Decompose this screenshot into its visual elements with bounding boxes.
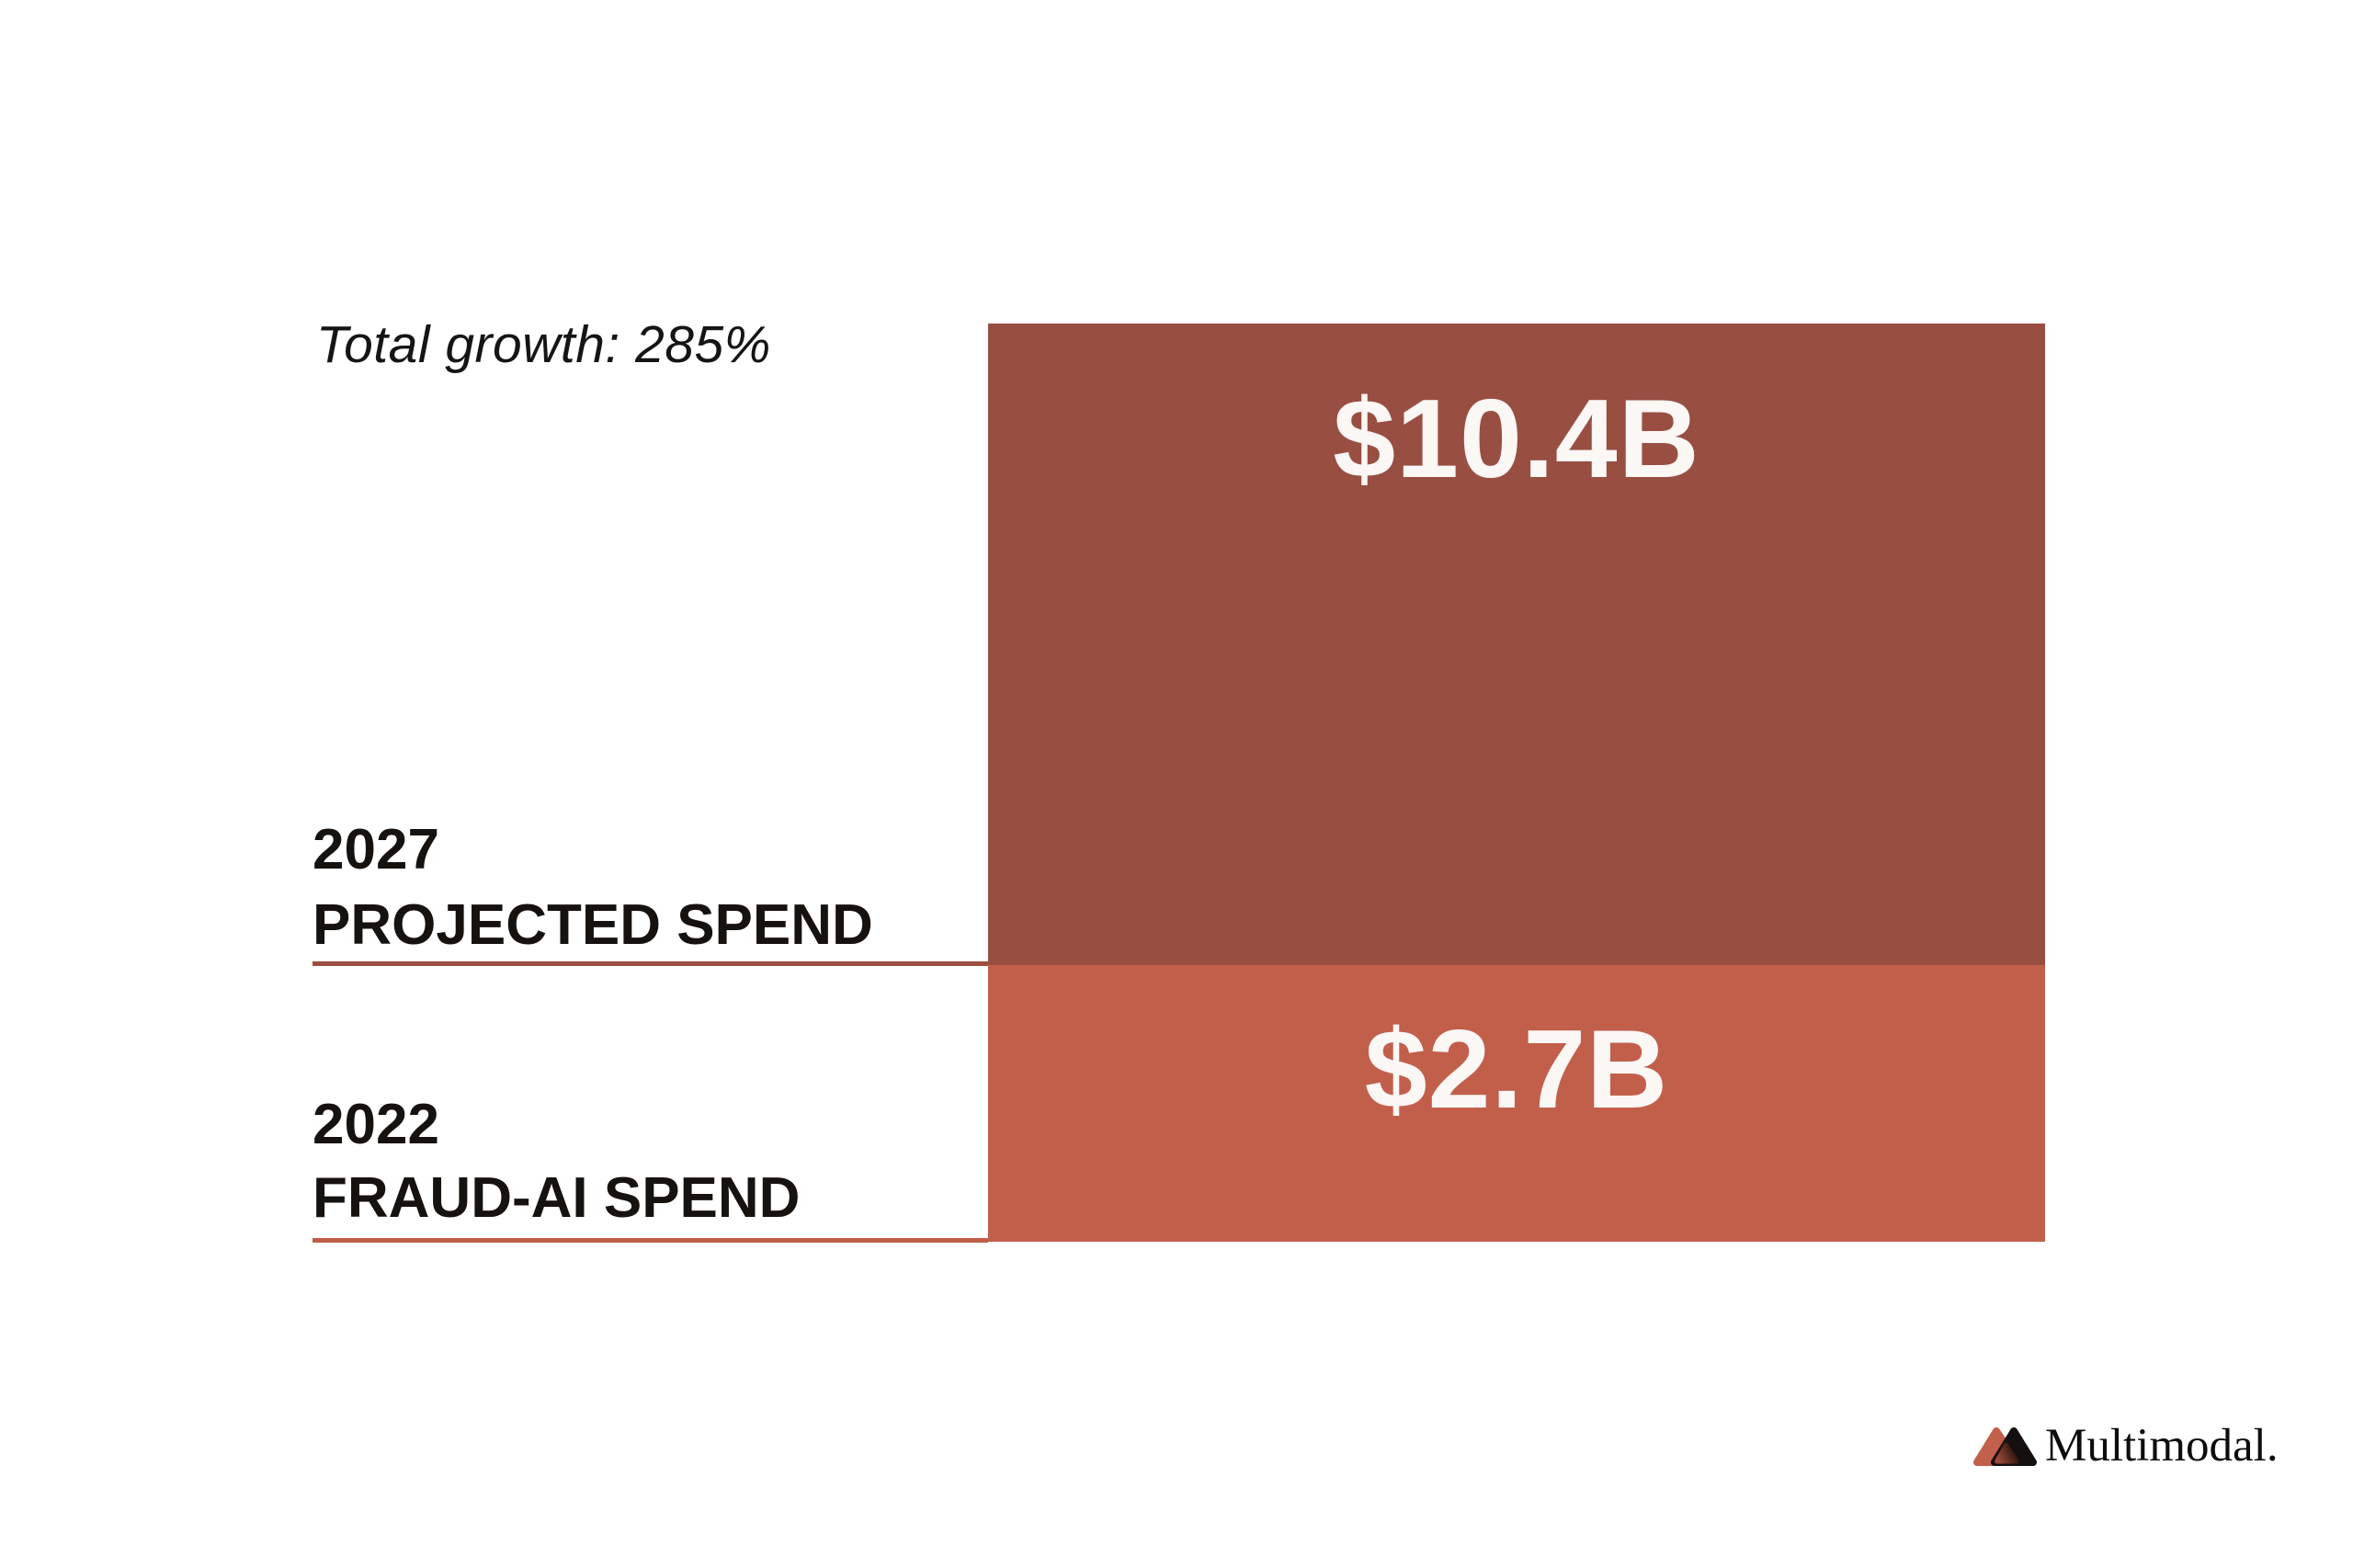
multimodal-logo: Multimodal. [1972, 1423, 2279, 1470]
bar-2027-value-label: $10.4B [1333, 376, 1700, 501]
total-growth-annotation: Total growth: 285% [316, 315, 771, 374]
bar-2022-value-label: $2.7B [1364, 1006, 1669, 1131]
category-label-2027-year: 2027 [313, 818, 439, 881]
category-label-2022-text: FRAUD-AI SPEND [313, 1166, 801, 1230]
bar-2022-fraud-ai-spend: $2.7B [988, 965, 2045, 1242]
divider-rule-2027 [313, 961, 988, 966]
bar-2027-projected-spend: $10.4B [988, 324, 2045, 965]
category-label-2027-text: PROJECTED SPEND [313, 893, 873, 957]
multimodal-logo-icon [1973, 1427, 2037, 1466]
category-label-2022-year: 2022 [313, 1093, 439, 1156]
category-label-2022: 2022 FRAUD-AI SPEND [313, 1088, 800, 1235]
category-label-2027: 2027 PROJECTED SPEND [313, 812, 873, 963]
divider-rule-2022 [313, 1238, 988, 1243]
logo-triangle-overlap [1995, 1442, 2019, 1464]
multimodal-wordmark: Multimodal. [2045, 1420, 2279, 1471]
